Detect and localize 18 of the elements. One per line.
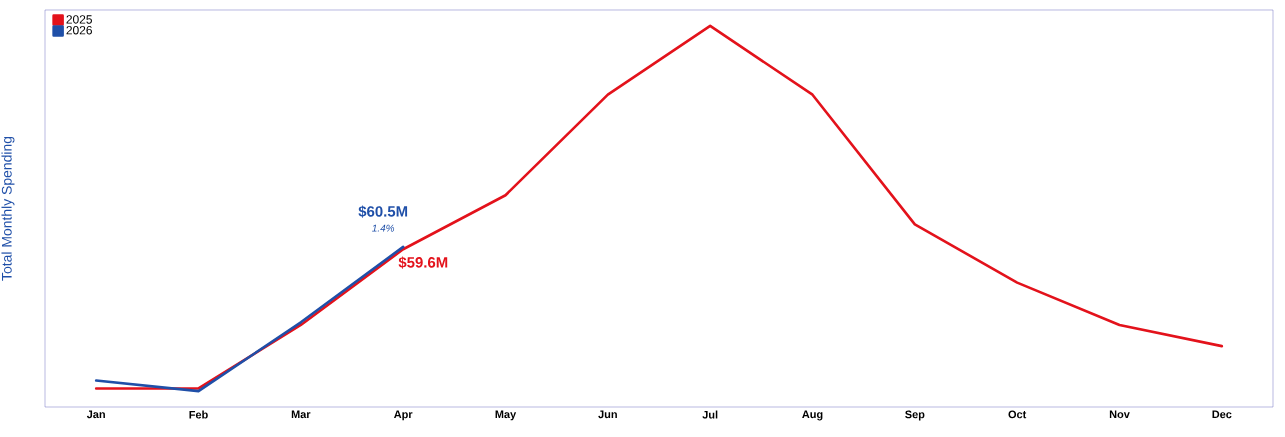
legend-label: 2025 <box>66 15 92 24</box>
data-label: $60.5M <box>358 205 408 218</box>
x-tick-label: Aug <box>802 410 823 421</box>
annotation: 1.4% <box>372 224 395 232</box>
x-tick-label: Nov <box>1109 410 1130 419</box>
x-tick-label: Mar <box>291 410 311 419</box>
x-tick-label: Jun <box>598 410 617 419</box>
x-tick-label: Dec <box>1212 410 1232 419</box>
y-axis-title: Total Monthly Spending <box>1 136 15 281</box>
x-tick-label: Oct <box>1008 410 1027 419</box>
x-tick-label: Sep <box>905 410 925 421</box>
legend-label: 2026 <box>66 26 92 35</box>
x-tick-label: Feb <box>189 410 208 419</box>
data-label: $59.6M <box>398 256 448 269</box>
x-tick-label: Jul <box>702 410 718 419</box>
x-tick-label: Jan <box>86 410 105 419</box>
x-tick-label: May <box>495 410 517 421</box>
x-tick-label: Apr <box>394 410 413 421</box>
